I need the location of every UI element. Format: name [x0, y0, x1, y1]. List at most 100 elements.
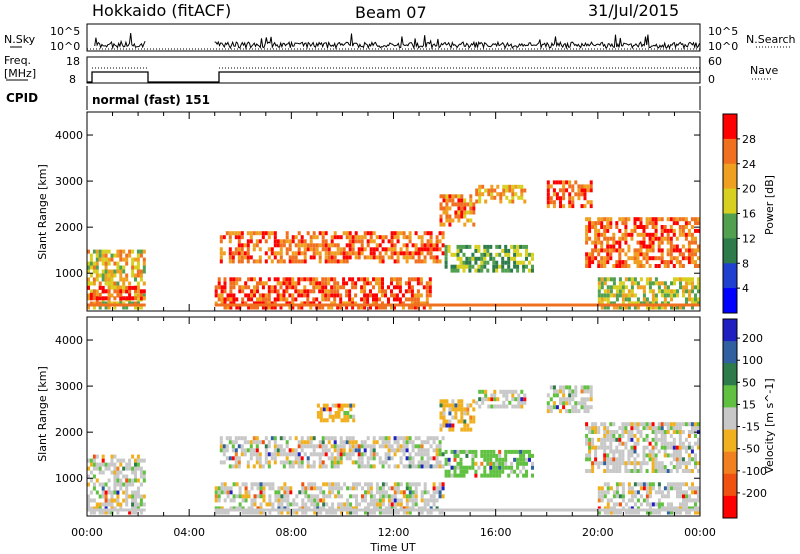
echo-cell: [432, 440, 436, 445]
echo-cell: [520, 389, 524, 394]
echo-cell: [621, 430, 625, 434]
echo-cell: [89, 261, 93, 266]
echo-cell: [685, 301, 688, 306]
echo-cell: [606, 289, 610, 294]
echo-cell: [273, 285, 277, 290]
echo-cell: [378, 506, 382, 511]
echo-cell: [423, 506, 427, 511]
echo-cell: [220, 293, 224, 298]
echo-cell: [282, 297, 286, 302]
echo-cell: [104, 289, 108, 294]
echo-cell: [606, 293, 610, 298]
echo-cell: [240, 452, 244, 457]
echo-cell: [348, 440, 352, 445]
echo-cell: [633, 441, 637, 446]
echo-cell: [609, 510, 613, 515]
echo-cell: [309, 255, 313, 260]
echo-cell: [262, 498, 266, 503]
echo-cell: [615, 469, 619, 473]
echo-cell: [618, 217, 622, 222]
echo-cell: [657, 510, 661, 515]
echo-cell: [481, 192, 485, 197]
echo-cell: [546, 180, 550, 185]
echo-cell: [249, 231, 253, 236]
echo-cell: [324, 452, 328, 457]
echo-cell: [342, 285, 346, 290]
echo-cell: [679, 494, 682, 499]
echo-cell: [369, 444, 373, 449]
echo-cell: [231, 255, 235, 260]
echo-cell: [690, 422, 694, 427]
echo-cell: [525, 469, 528, 474]
echo-cell: [316, 414, 320, 419]
echo-cell: [393, 506, 397, 511]
echo-cell: [684, 256, 688, 261]
echo-cell: [597, 281, 601, 286]
echo-cell: [276, 239, 280, 244]
echo-cell: [495, 461, 499, 466]
echo-cell: [401, 305, 405, 310]
echo-cell: [492, 453, 496, 458]
echo-cell: [288, 277, 292, 282]
echo-cell: [286, 486, 290, 491]
echo-cell: [321, 297, 325, 302]
echo-cell: [364, 490, 367, 495]
echo-cell: [142, 261, 146, 266]
echo-cell: [294, 297, 298, 302]
echo-cell: [321, 440, 325, 445]
echo-cell: [666, 445, 670, 450]
echo-cell: [330, 251, 334, 256]
echo-cell: [523, 188, 527, 193]
echo-cell: [241, 482, 245, 487]
echo-cell: [589, 389, 593, 394]
echo-cell: [360, 452, 364, 457]
echo-cell: [523, 393, 527, 398]
echo-cell: [348, 243, 352, 248]
echo-cell: [669, 256, 673, 261]
echo-cell: [276, 289, 280, 294]
echo-cell: [600, 293, 604, 298]
echo-cell: [687, 252, 691, 257]
echo-cell: [378, 502, 382, 507]
echo-cell: [220, 301, 224, 306]
echo-cell: [369, 281, 372, 286]
echo-cell: [404, 297, 408, 302]
echo-cell: [480, 268, 484, 273]
colorbar-tick-label: 20: [742, 183, 756, 196]
echo-cell: [642, 486, 646, 491]
echo-cell: [319, 411, 323, 415]
echo-cell: [568, 393, 572, 398]
echo-cell: [642, 449, 646, 454]
echo-cell: [367, 502, 370, 507]
echo-cell: [122, 281, 126, 286]
echo-cell: [694, 502, 697, 507]
echo-cell: [294, 289, 298, 294]
echo-cell: [226, 297, 230, 302]
echo-cell: [469, 419, 473, 424]
echo-cell: [606, 252, 610, 257]
beam-title: Beam 07: [355, 3, 427, 22]
echo-cell: [229, 285, 233, 290]
echo-cell: [694, 465, 697, 470]
echo-cell: [306, 460, 310, 465]
echo-cell: [636, 461, 640, 466]
echo-cell: [630, 281, 634, 286]
echo-cell: [525, 244, 528, 249]
echo-cell: [214, 301, 218, 306]
echo-cell: [291, 452, 295, 457]
echo-cell: [630, 426, 634, 431]
echo-cell: [583, 385, 587, 390]
echo-cell: [600, 494, 604, 499]
echo-cell: [264, 297, 268, 302]
echo-cell: [679, 502, 682, 507]
echo-cell: [451, 218, 455, 223]
echo-cell: [255, 440, 259, 445]
echo-cell: [247, 297, 251, 302]
colorbar-segment: [723, 341, 737, 364]
echo-cell: [291, 293, 295, 298]
echo-cell: [523, 199, 527, 204]
colorbar-segment: [723, 473, 737, 497]
echo-cell: [483, 465, 487, 470]
echo-cell: [312, 301, 316, 306]
echo-cell: [321, 448, 325, 453]
